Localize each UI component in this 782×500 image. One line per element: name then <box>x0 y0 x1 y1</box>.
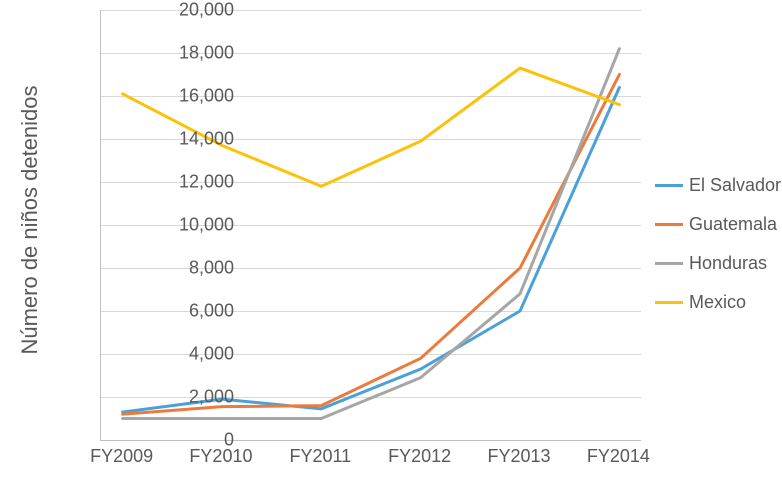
y-tick-label: 2,000 <box>154 387 234 408</box>
y-tick-label: 8,000 <box>154 258 234 279</box>
y-tick-label: 18,000 <box>154 43 234 64</box>
y-tick-label: 14,000 <box>154 129 234 150</box>
legend-item: Honduras <box>655 253 781 274</box>
legend-item: Guatemala <box>655 214 781 235</box>
legend-label: El Salvador <box>689 175 781 196</box>
y-tick-label: 20,000 <box>154 0 234 21</box>
y-tick-label: 4,000 <box>154 344 234 365</box>
chart-container: Número de niños detenidos El SalvadorGua… <box>0 0 782 500</box>
x-tick-label: FY2014 <box>587 446 650 467</box>
legend-label: Guatemala <box>689 214 777 235</box>
legend-swatch <box>655 184 683 187</box>
y-tick-label: 6,000 <box>154 301 234 322</box>
legend-label: Mexico <box>689 292 746 313</box>
legend-swatch <box>655 223 683 226</box>
x-tick-label: FY2011 <box>289 446 351 467</box>
y-tick-label: 12,000 <box>154 172 234 193</box>
x-tick-label: FY2010 <box>189 446 252 467</box>
x-tick-label: FY2012 <box>388 446 451 467</box>
legend-item: El Salvador <box>655 175 781 196</box>
y-tick-label: 10,000 <box>154 215 234 236</box>
legend: El Salvador Guatemala Honduras Mexico <box>655 175 781 331</box>
x-tick-label: FY2013 <box>488 446 551 467</box>
x-tick-label: FY2009 <box>90 446 153 467</box>
y-tick-label: 16,000 <box>154 86 234 107</box>
legend-item: Mexico <box>655 292 781 313</box>
legend-label: Honduras <box>689 253 767 274</box>
legend-swatch <box>655 301 683 304</box>
legend-swatch <box>655 262 683 265</box>
